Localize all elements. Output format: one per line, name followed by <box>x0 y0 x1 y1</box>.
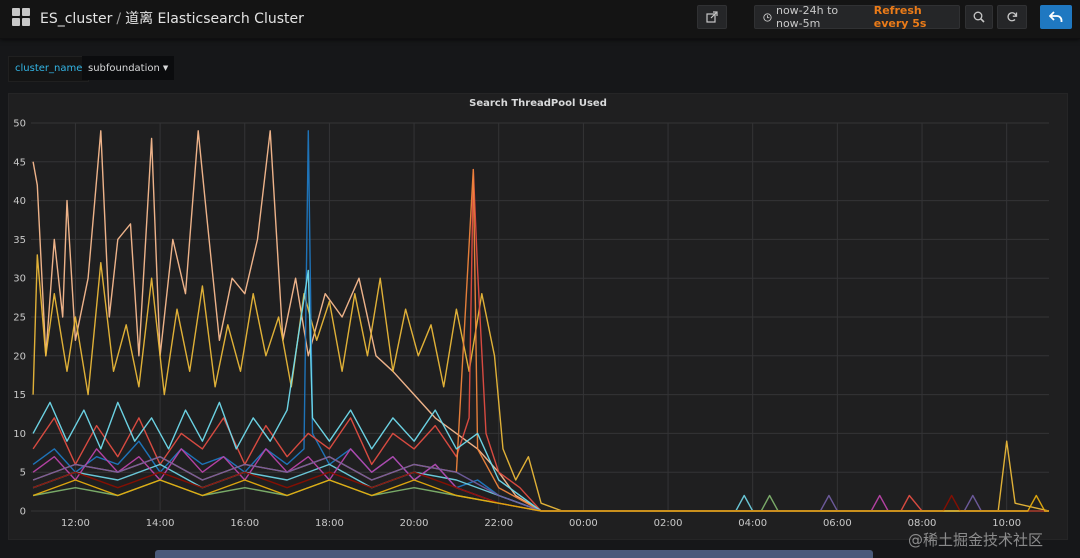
y-tick-label: 5 <box>20 468 26 479</box>
y-tick-label: 40 <box>13 196 26 207</box>
y-tick-label: 30 <box>13 274 26 285</box>
watermark-text: @稀土掘金技术社区 <box>908 531 1044 549</box>
x-tick-label: 02:00 <box>654 518 683 529</box>
x-tick-label: 22:00 <box>484 518 513 529</box>
y-tick-label: 45 <box>13 157 26 168</box>
series-line-6 <box>32 269 1049 512</box>
top-navbar: ES_cluster / 道离 Elasticsearch Cluster now-… <box>0 0 1080 39</box>
variable-label: cluster_name <box>8 56 90 82</box>
variable-value: subfoundation <box>88 63 160 74</box>
x-tick-label: 04:00 <box>738 518 767 529</box>
breadcrumb-separator: / <box>116 11 122 27</box>
horizontal-scrollbar[interactable] <box>155 550 873 558</box>
zoom-out-icon <box>973 11 985 23</box>
y-tick-label: 25 <box>13 313 26 324</box>
series-line-1 <box>32 130 1049 512</box>
y-tick-label: 35 <box>13 235 26 246</box>
caret-down-icon: ▼ <box>162 64 169 72</box>
y-tick-label: 50 <box>13 119 26 130</box>
zoom-out-button[interactable] <box>965 5 993 29</box>
x-tick-label: 08:00 <box>908 518 937 529</box>
refresh-button[interactable] <box>997 5 1027 29</box>
series-line-12 <box>32 479 1049 512</box>
graph-panel[interactable]: Search ThreadPool Used 0 5 10 15 20 25 30 35 40 4… <box>8 93 1068 540</box>
clock-icon <box>763 12 772 22</box>
share-icon <box>706 11 718 23</box>
dashboard-folder[interactable]: ES_cluster <box>40 11 113 27</box>
x-tick-label: 06:00 <box>823 518 852 529</box>
back-icon <box>1049 11 1063 22</box>
line-chart[interactable]: 0 5 10 15 20 25 30 35 40 45 50 12:00 14:00 16:00 18:00… <box>9 94 1067 539</box>
y-tick-label: 15 <box>13 390 26 401</box>
refresh-icon <box>1007 12 1018 22</box>
dashboard-grid-icon[interactable] <box>12 8 30 26</box>
x-tick-label: 10:00 <box>992 518 1021 529</box>
y-tick-label: 20 <box>13 351 26 362</box>
panel-title[interactable]: Search ThreadPool Used <box>469 98 607 109</box>
back-to-dashboard-button[interactable] <box>1040 5 1072 29</box>
series-line-10 <box>32 479 1049 512</box>
x-tick-label: 14:00 <box>146 518 175 529</box>
dashboard-title[interactable]: 道离 Elasticsearch Cluster <box>125 11 304 27</box>
series-line-11 <box>32 471 1049 512</box>
x-tick-label: 00:00 <box>569 518 598 529</box>
y-tick-label: 10 <box>13 429 26 440</box>
time-range-picker[interactable]: now-24h to now-5m Refresh every 5s <box>754 4 960 30</box>
series-line-5 <box>32 168 1049 512</box>
x-tick-label: 12:00 <box>61 518 90 529</box>
x-tick-label: 18:00 <box>315 518 344 529</box>
time-range-label: now-24h to now-5m <box>775 4 839 30</box>
variable-dropdown[interactable]: subfoundation ▼ <box>82 56 175 80</box>
y-tick-label: 0 <box>20 507 26 518</box>
series-line-4 <box>32 168 1049 512</box>
breadcrumb[interactable]: ES_cluster / 道离 Elasticsearch Cluster <box>40 8 304 28</box>
x-tick-label: 16:00 <box>230 518 259 529</box>
share-button[interactable] <box>697 5 727 29</box>
refresh-interval-label: Refresh every 5s <box>873 4 927 30</box>
x-tick-label: 20:00 <box>400 518 429 529</box>
